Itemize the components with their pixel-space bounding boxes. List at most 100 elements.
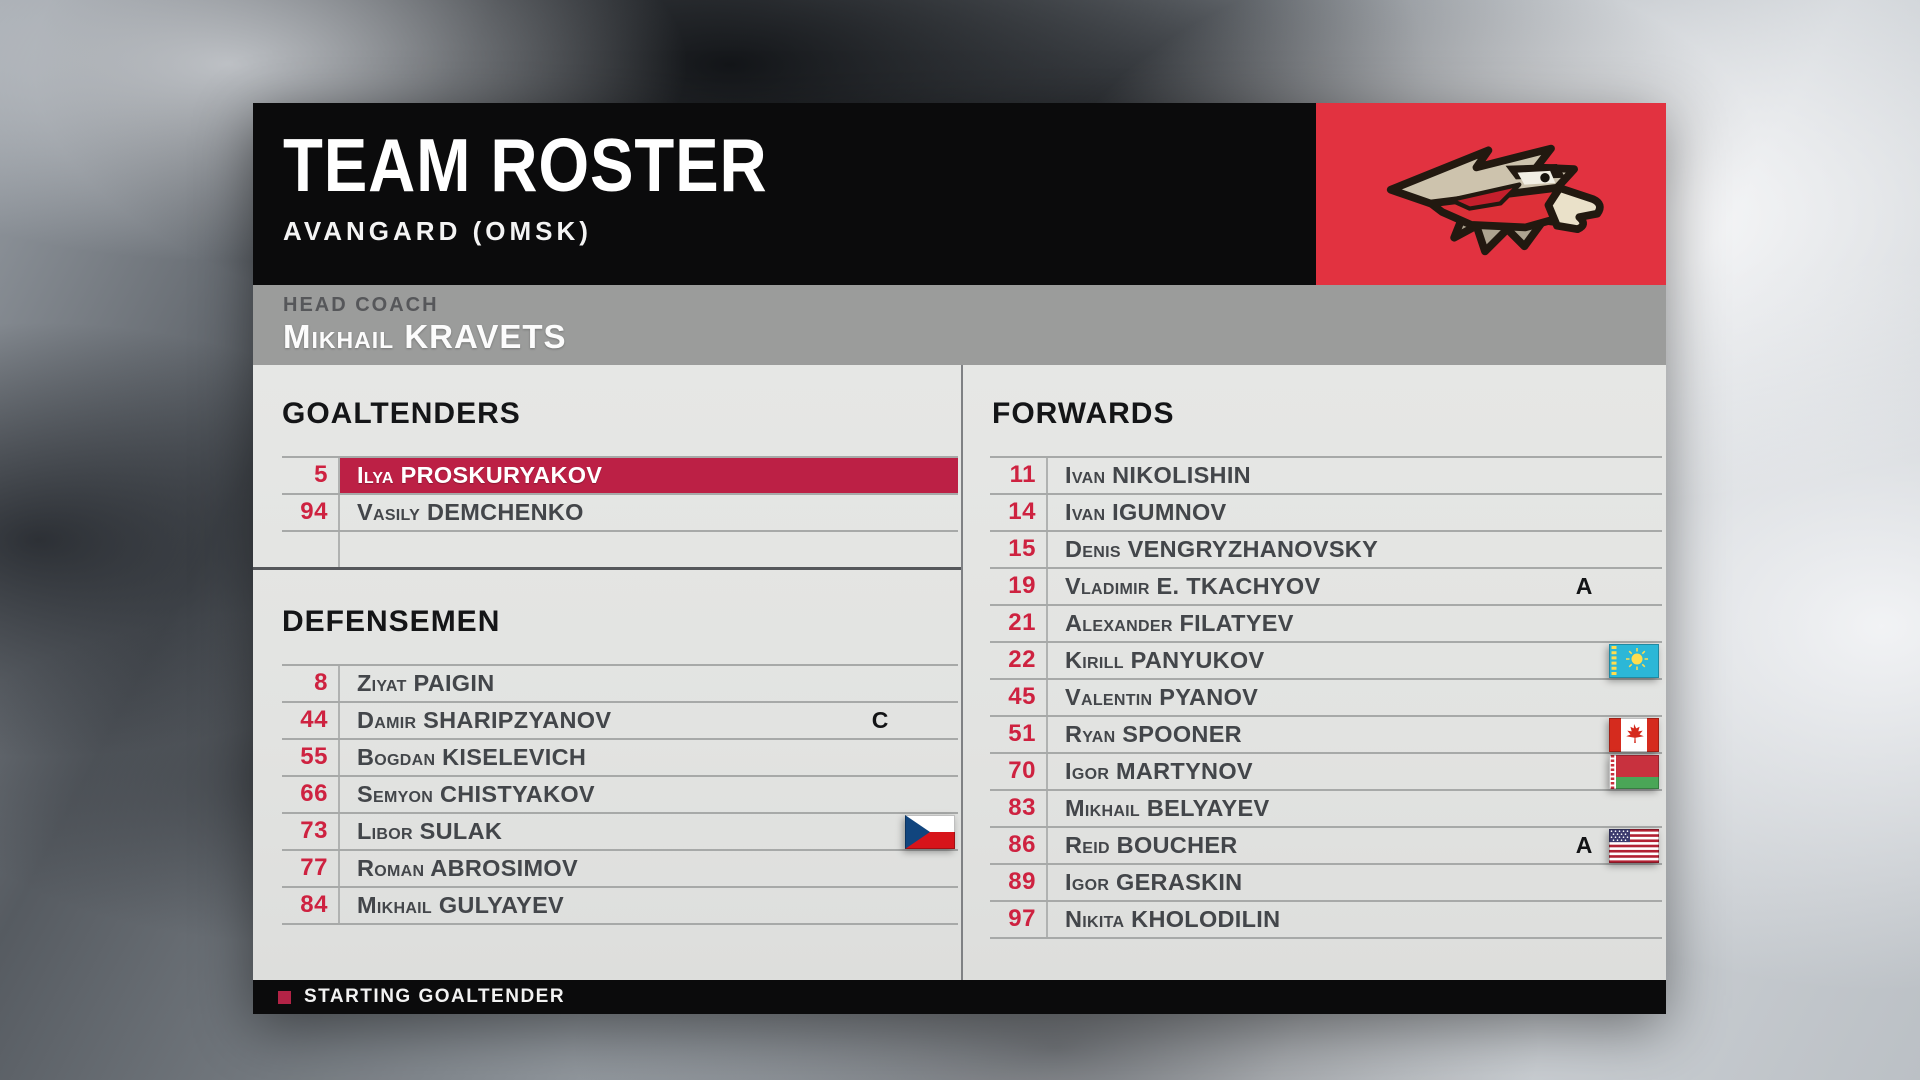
- title-text-group: TEAM ROSTER AVANGARD (OMSK): [283, 128, 840, 247]
- player-number: 15: [1008, 535, 1036, 562]
- player-number: [282, 532, 338, 567]
- player-number: 66: [300, 780, 328, 807]
- starting-goaltender-marker: [278, 990, 291, 1004]
- alternate-captain-badge: A: [1575, 573, 1593, 599]
- flag-slot: [1604, 569, 1662, 604]
- player-row-body: Alexander FILATYEV: [1046, 606, 1662, 641]
- player-name: Mikhail BELYAYEV: [1065, 795, 1270, 821]
- player-name: Libor SULAK: [357, 818, 503, 844]
- section-title-goaltenders: GOALTENDERS: [282, 397, 521, 430]
- player-row: 21 Alexander FILATYEV: [990, 604, 1662, 641]
- player-name: Semyon CHISTYAKOV: [357, 781, 595, 807]
- player-row: 83 Mikhail BELYAYEV: [990, 789, 1662, 826]
- player-row: 70 Igor MARTYNOV: [990, 752, 1662, 789]
- player-number: 55: [300, 743, 328, 770]
- player-row: 14 Ivan IGUMNOV: [990, 493, 1662, 530]
- player-row-body: Ivan NIKOLISHIN: [1046, 458, 1662, 493]
- player-row: 89 Igor GERASKIN: [990, 863, 1662, 900]
- player-row: 94 Vasily DEMCHENKO: [282, 493, 958, 530]
- section-title-forwards: FORWARDS: [992, 397, 1175, 430]
- flag-slot: [900, 740, 958, 775]
- player-row-body: Semyon CHISTYAKOV: [338, 777, 958, 812]
- flag-slot: [900, 777, 958, 812]
- flag-slot: [900, 495, 958, 530]
- player-number: 94: [300, 498, 328, 525]
- player-number: 22: [1008, 646, 1036, 673]
- right-panel: FORWARDS 11 Ivan NIKOLISHIN 14 Ivan IGUMNOV…: [963, 365, 1666, 980]
- flag-slot: [1604, 458, 1662, 493]
- title-bar: TEAM ROSTER AVANGARD (OMSK): [253, 103, 1666, 285]
- player-number: 5: [314, 461, 328, 488]
- player-name: Alexander FILATYEV: [1065, 610, 1294, 636]
- player-name: Ivan NIKOLISHIN: [1065, 462, 1251, 488]
- player-number: 86: [1008, 831, 1036, 858]
- player-name: Vasily DEMCHENKO: [357, 499, 584, 525]
- flag-slot: [900, 532, 958, 567]
- alternate-captain-badge: A: [1575, 832, 1593, 858]
- flag-slot: [1604, 495, 1662, 530]
- flag-slot: [1604, 902, 1662, 937]
- coach-label: HEAD COACH: [283, 294, 439, 316]
- player-row: 5 Ilya PROSKURYAKOV: [282, 456, 958, 493]
- player-row: 77 Roman ABROSIMOV: [282, 849, 958, 886]
- player-name: Ziyat PAIGIN: [357, 670, 495, 696]
- legend-bar: STARTING GOALTENDER: [253, 980, 1666, 1014]
- player-row-body: Mikhail GULYAYEV: [338, 888, 958, 923]
- forwards-rows: 11 Ivan NIKOLISHIN 14 Ivan IGUMNOV 15 Denis V…: [990, 456, 1662, 939]
- team-logo-block: [1316, 103, 1666, 285]
- player-row-body: Bogdan KISELEVICH: [338, 740, 958, 775]
- player-row-body: Ilya PROSKURYAKOV: [338, 458, 958, 493]
- player-row: 73 Libor SULAK: [282, 812, 958, 849]
- player-row-body: Ivan IGUMNOV: [1046, 495, 1662, 530]
- player-row: 15 Denis VENGRYZHANOVSKY: [990, 530, 1662, 567]
- player-row-body: Igor MARTYNOV: [1046, 754, 1662, 789]
- player-row-body: Damir SHARIPZYANOV C: [338, 703, 958, 738]
- player-row: 44 Damir SHARIPZYANOV C: [282, 701, 958, 738]
- player-name: Mikhail GULYAYEV: [357, 892, 565, 918]
- player-name: Kirill PANYUKOV: [1065, 647, 1265, 673]
- goaltenders-rows: 5 Ilya PROSKURYAKOV 94 Vasily DEMCHENKO: [282, 456, 958, 567]
- player-name: Ivan IGUMNOV: [1065, 499, 1227, 525]
- player-name: Reid BOUCHER: [1065, 832, 1238, 858]
- captain-badge: C: [871, 707, 889, 733]
- flag-icon-kazakhstan: [1604, 643, 1662, 678]
- section-divider: [253, 567, 961, 570]
- flag-slot: [900, 703, 958, 738]
- flag-slot: [1604, 606, 1662, 641]
- player-name: Igor GERASKIN: [1065, 869, 1243, 895]
- player-row-body: Vasily DEMCHENKO: [338, 495, 958, 530]
- player-row-body: [338, 532, 958, 567]
- player-row-body: Ziyat PAIGIN: [338, 666, 958, 701]
- flag-slot: [900, 851, 958, 886]
- player-row-body: Igor GERASKIN: [1046, 865, 1662, 900]
- flag-slot: [1604, 680, 1662, 715]
- player-name: Denis VENGRYZHANOVSKY: [1065, 536, 1379, 562]
- player-row: 84 Mikhail GULYAYEV: [282, 886, 958, 923]
- flag-slot: [1604, 865, 1662, 900]
- flag-icon-belarus: [1604, 754, 1662, 789]
- player-row: 11 Ivan NIKOLISHIN: [990, 456, 1662, 493]
- player-name: Vladimir E. TKACHYOV: [1065, 573, 1321, 599]
- player-row: 19 Vladimir E. TKACHYOV A: [990, 567, 1662, 604]
- empty-row: [282, 530, 958, 567]
- flag-slot: [900, 666, 958, 701]
- player-name: Ilya PROSKURYAKOV: [357, 462, 603, 488]
- panel-divider: [961, 365, 963, 980]
- player-number: 73: [300, 817, 328, 844]
- flag-icon-canada: [1604, 717, 1662, 752]
- player-number: 83: [1008, 794, 1036, 821]
- player-row-body: Roman ABROSIMOV: [338, 851, 958, 886]
- player-name: Damir SHARIPZYANOV: [357, 707, 612, 733]
- left-panel: GOALTENDERS 5 Ilya PROSKURYAKOV 94 Vasily D…: [253, 365, 961, 980]
- player-row: 86 Reid BOUCHER A: [990, 826, 1662, 863]
- player-number: 77: [300, 854, 328, 881]
- team-name: AVANGARD (OMSK): [283, 215, 592, 246]
- player-row-body: Ryan SPOONER: [1046, 717, 1662, 752]
- coach-bar: HEAD COACH Mikhail KRAVETS: [253, 285, 1666, 365]
- flag-icon-usa: [1604, 828, 1662, 863]
- player-row-body: Nikita KHOLODILIN: [1046, 902, 1662, 937]
- player-number: 8: [314, 669, 328, 696]
- player-row-body: Denis VENGRYZHANOVSKY: [1046, 532, 1662, 567]
- flag-icon-czech-republic: [900, 814, 958, 849]
